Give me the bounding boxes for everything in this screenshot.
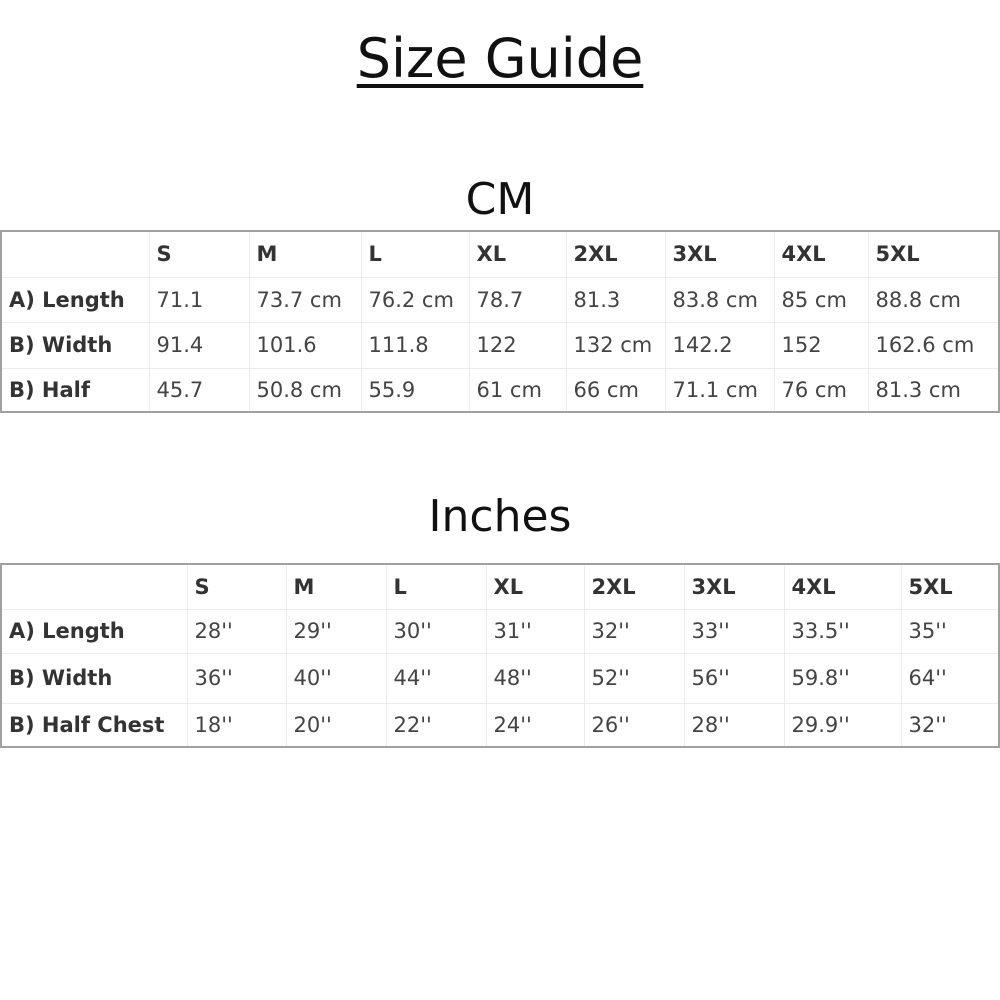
table-cell: 48'' (485, 652, 585, 704)
table-cell: 28'' (186, 608, 287, 654)
table-cell: 81.3 cm (867, 367, 1000, 413)
inches-size-table: S M L XL 2XL 3XL 4XL 5XL A) Length 28'' 29'' 30'' 31… (0, 563, 1000, 748)
row-label: B) Width (0, 321, 150, 369)
table-cell: 132 cm (565, 321, 666, 369)
table-cell: 71.1 cm (664, 367, 775, 413)
row-label: B) Half Chest (0, 702, 188, 748)
table-row: B) Width 36'' 40'' 44'' 48'' 52'' 56'' 59.8'' 64… (0, 652, 1000, 704)
table-cell: 22'' (385, 702, 487, 748)
column-header: XL (468, 230, 567, 278)
column-header (0, 563, 188, 610)
column-header: 5XL (867, 230, 1000, 278)
table-row: B) Half Chest 18'' 20'' 22'' 24'' 26'' 28'' 29.… (0, 702, 1000, 748)
table-cell: 52'' (583, 652, 685, 704)
table-cell: 78.7 (468, 276, 567, 323)
table-cell: 85 cm (773, 276, 869, 323)
table-cell: 56'' (683, 652, 785, 704)
table-cell: 91.4 (148, 321, 250, 369)
table-cell: 76 cm (773, 367, 869, 413)
header-row: S M L XL 2XL 3XL 4XL 5XL (0, 563, 1000, 610)
cm-size-table: S M L XL 2XL 3XL 4XL 5XL A) Length 71.1 73.7 cm 76.… (0, 230, 1000, 413)
table-cell: 26'' (583, 702, 685, 748)
row-label: A) Length (0, 276, 150, 323)
row-label: B) Width (0, 652, 188, 704)
table-cell: 81.3 (565, 276, 666, 323)
table-cell: 33.5'' (783, 608, 902, 654)
table-cell: 50.8 cm (248, 367, 362, 413)
table-cell: 55.9 (360, 367, 470, 413)
table-cell: 35'' (900, 608, 1000, 654)
cm-heading: CM (465, 174, 535, 225)
table-cell: 29'' (285, 608, 387, 654)
column-header: M (285, 563, 387, 610)
title-text: Size Guide (356, 27, 644, 90)
table-cell: 101.6 (248, 321, 362, 369)
column-header: 3XL (664, 230, 775, 278)
row-label: B) Half (0, 367, 150, 413)
table-row: B) Width 91.4 101.6 111.8 122 132 cm 142.2 152 1… (0, 321, 1000, 369)
table-cell: 83.8 cm (664, 276, 775, 323)
column-header: 2XL (565, 230, 666, 278)
table-cell: 45.7 (148, 367, 250, 413)
column-header: S (148, 230, 250, 278)
table-cell: 66 cm (565, 367, 666, 413)
table-cell: 33'' (683, 608, 785, 654)
table-cell: 59.8'' (783, 652, 902, 704)
table-cell: 64'' (900, 652, 1000, 704)
row-label: A) Length (0, 608, 188, 654)
table-cell: 18'' (186, 702, 287, 748)
table-cell: 122 (468, 321, 567, 369)
column-header: L (385, 563, 487, 610)
table-cell: 44'' (385, 652, 487, 704)
table-cell: 162.6 cm (867, 321, 1000, 369)
table-cell: 32'' (583, 608, 685, 654)
table-cell: 36'' (186, 652, 287, 704)
column-header: 2XL (583, 563, 685, 610)
column-header: 4XL (773, 230, 869, 278)
table-row: A) Length 28'' 29'' 30'' 31'' 32'' 33'' 33.5'' 3… (0, 608, 1000, 654)
table-cell: 61 cm (468, 367, 567, 413)
table-cell: 30'' (385, 608, 487, 654)
table-cell: 31'' (485, 608, 585, 654)
table-row: B) Half 45.7 50.8 cm 55.9 61 cm 66 cm 71.1 cm 7… (0, 367, 1000, 413)
table-cell: 88.8 cm (867, 276, 1000, 323)
table-cell: 111.8 (360, 321, 470, 369)
column-header (0, 230, 150, 278)
table-cell: 32'' (900, 702, 1000, 748)
column-header: 3XL (683, 563, 785, 610)
table-cell: 20'' (285, 702, 387, 748)
column-header: 4XL (783, 563, 902, 610)
table-cell: 40'' (285, 652, 387, 704)
header-row: S M L XL 2XL 3XL 4XL 5XL (0, 230, 1000, 278)
table-cell: 152 (773, 321, 869, 369)
column-header: L (360, 230, 470, 278)
table-cell: 28'' (683, 702, 785, 748)
inches-heading: Inches (428, 491, 572, 542)
column-header: M (248, 230, 362, 278)
table-cell: 142.2 (664, 321, 775, 369)
column-header: XL (485, 563, 585, 610)
table-cell: 29.9'' (783, 702, 902, 748)
column-header: 5XL (900, 563, 1000, 610)
table-cell: 24'' (485, 702, 585, 748)
table-row: A) Length 71.1 73.7 cm 76.2 cm 78.7 81.3 83.8 … (0, 276, 1000, 323)
table-cell: 76.2 cm (360, 276, 470, 323)
table-cell: 73.7 cm (248, 276, 362, 323)
table-cell: 71.1 (148, 276, 250, 323)
column-header: S (186, 563, 287, 610)
page-title: Size Guide (0, 26, 1000, 92)
